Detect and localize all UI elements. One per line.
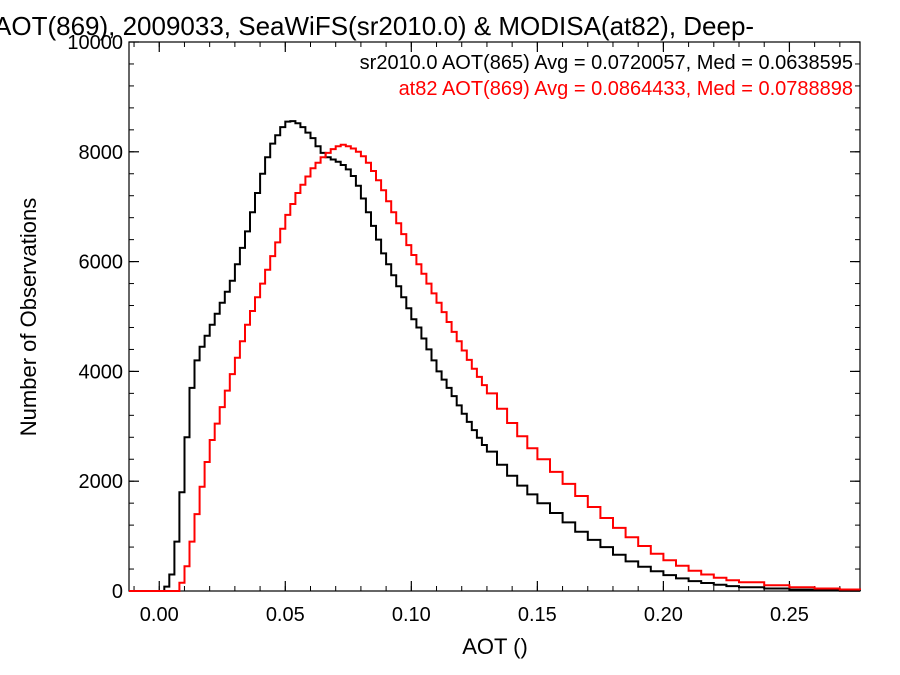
x-tick-label: 0.05 — [266, 604, 305, 626]
series-line-1 — [129, 143, 861, 592]
x-tick-label: 0.15 — [518, 604, 557, 626]
series-line-0 — [129, 120, 861, 592]
series-layer — [129, 120, 861, 592]
plot-axes: 0.00 0.05 0.10 0.15 0.20 0.25 0 2000 4000 6000 800… — [67, 32, 861, 626]
x-tick-label: 0.20 — [644, 604, 683, 626]
x-tick-label: 0.10 — [392, 604, 431, 626]
y-tick-label: 4000 — [79, 361, 124, 383]
x-tick-label: 0.00 — [140, 604, 179, 626]
x-axis-label: AOT () — [462, 634, 528, 659]
y-tick-label: 8000 — [79, 142, 124, 164]
legend-entry-sr2010: sr2010.0 AOT(865) Avg = 0.0720057, Med =… — [360, 52, 853, 74]
y-tick-label: 6000 — [79, 252, 124, 274]
y-tick-label: 2000 — [79, 471, 124, 493]
y-tick-label: 10000 — [67, 32, 123, 54]
y-axis-label: Number of Observations — [16, 198, 41, 436]
x-tick-label: 0.25 — [770, 604, 809, 626]
legend-entry-at82: at82 AOT(869) Avg = 0.0864433, Med = 0.0… — [399, 78, 853, 100]
chart-title: AOT(869), 2009033, SeaWiFS(sr2010.0) & M… — [0, 11, 754, 41]
plot-frame — [128, 41, 861, 592]
y-tick-label: 0 — [112, 581, 123, 603]
